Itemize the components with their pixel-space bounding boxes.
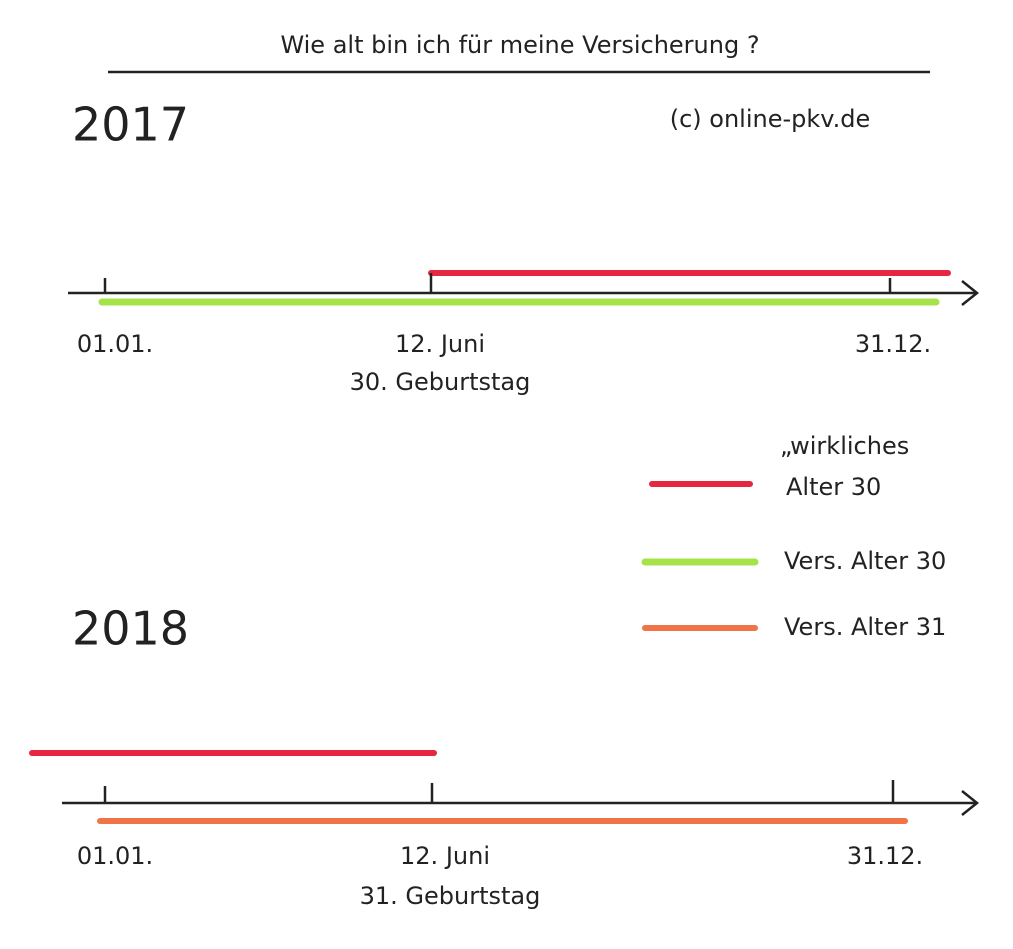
date-label: 01.01.	[77, 330, 153, 358]
legend-label: Vers. Alter 30	[784, 547, 946, 575]
arrow	[961, 280, 980, 306]
date-label: 12. Juni	[395, 330, 485, 358]
arrow	[961, 790, 980, 816]
legend-label: Alter 30	[786, 473, 881, 501]
credit: (c) online-pkv.de	[670, 105, 871, 133]
birthday-label: 31. Geburtstag	[360, 882, 541, 910]
date-label: 01.01.	[77, 842, 153, 870]
title: Wie alt bin ich für meine Versicherung ?	[280, 31, 759, 59]
year: 2017	[72, 98, 189, 152]
date-label: 12. Juni	[400, 842, 490, 870]
birthday-label: 30. Geburtstag	[350, 368, 531, 396]
legend-label: „wirkliches	[780, 432, 909, 460]
legend-label: Vers. Alter 31	[784, 613, 946, 641]
year: 2018	[72, 602, 189, 656]
date-label: 31.12.	[855, 330, 931, 358]
date-label: 31.12.	[847, 842, 923, 870]
